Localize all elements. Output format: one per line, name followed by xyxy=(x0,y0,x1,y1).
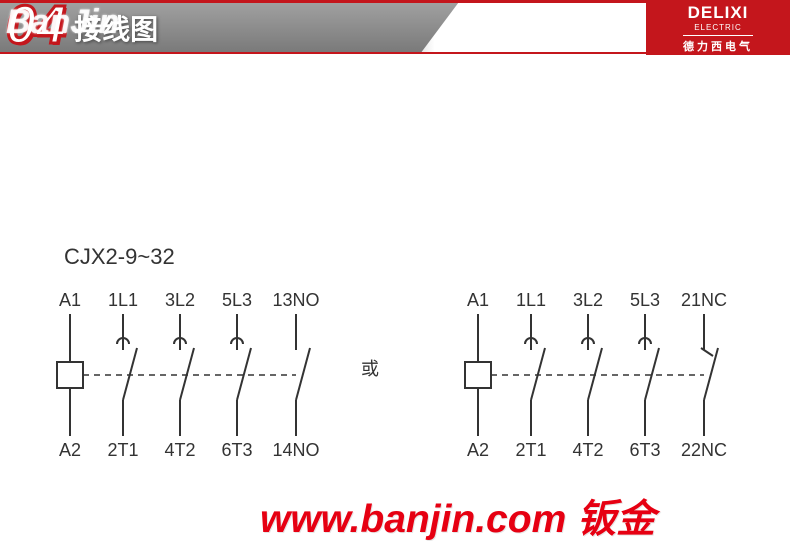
terminal-bot-left-3: 6T3 xyxy=(221,440,252,461)
terminal-bot-left-0: A2 xyxy=(59,440,81,461)
brand-sub: ELECTRIC xyxy=(694,23,742,33)
brand-block: DELIXI ELECTRIC 德力西电气 xyxy=(646,3,790,55)
top-watermark: BanJin xyxy=(0,3,125,42)
terminal-bot-left-2: 4T2 xyxy=(164,440,195,461)
terminal-bot-right-1: 2T1 xyxy=(515,440,546,461)
terminal-top-right-0: A1 xyxy=(467,290,489,311)
terminal-top-right-4: 21NC xyxy=(681,290,727,311)
terminal-top-right-3: 5L3 xyxy=(630,290,660,311)
terminal-top-left-4: 13NO xyxy=(272,290,319,311)
terminal-top-right-1: 1L1 xyxy=(516,290,546,311)
watermark-url: www.banjin.com xyxy=(260,498,566,541)
terminal-bot-right-2: 4T2 xyxy=(572,440,603,461)
terminal-bot-left-4: 14NO xyxy=(272,440,319,461)
or-label: 或 xyxy=(361,355,379,381)
terminal-top-left-3: 5L3 xyxy=(222,290,252,311)
watermark-cn: 钣金 xyxy=(577,498,655,541)
terminal-bot-left-1: 2T1 xyxy=(107,440,138,461)
wiring-svg xyxy=(0,54,790,494)
brand-name: DELIXI xyxy=(688,4,749,21)
header-bar: BanJin 04 接线图 DELIXI ELECTRIC 德力西电气 xyxy=(0,0,790,52)
terminal-top-left-0: A1 xyxy=(59,290,81,311)
terminal-bot-right-0: A2 xyxy=(467,440,489,461)
terminal-top-left-2: 3L2 xyxy=(165,290,195,311)
watermark: www.banjin.com 钣金 xyxy=(260,488,655,544)
terminal-top-right-2: 3L2 xyxy=(573,290,603,311)
terminal-bot-right-4: 22NC xyxy=(681,440,727,461)
terminal-bot-right-3: 6T3 xyxy=(629,440,660,461)
terminal-top-left-1: 1L1 xyxy=(108,290,138,311)
brand-cn: 德力西电气 xyxy=(683,35,753,54)
